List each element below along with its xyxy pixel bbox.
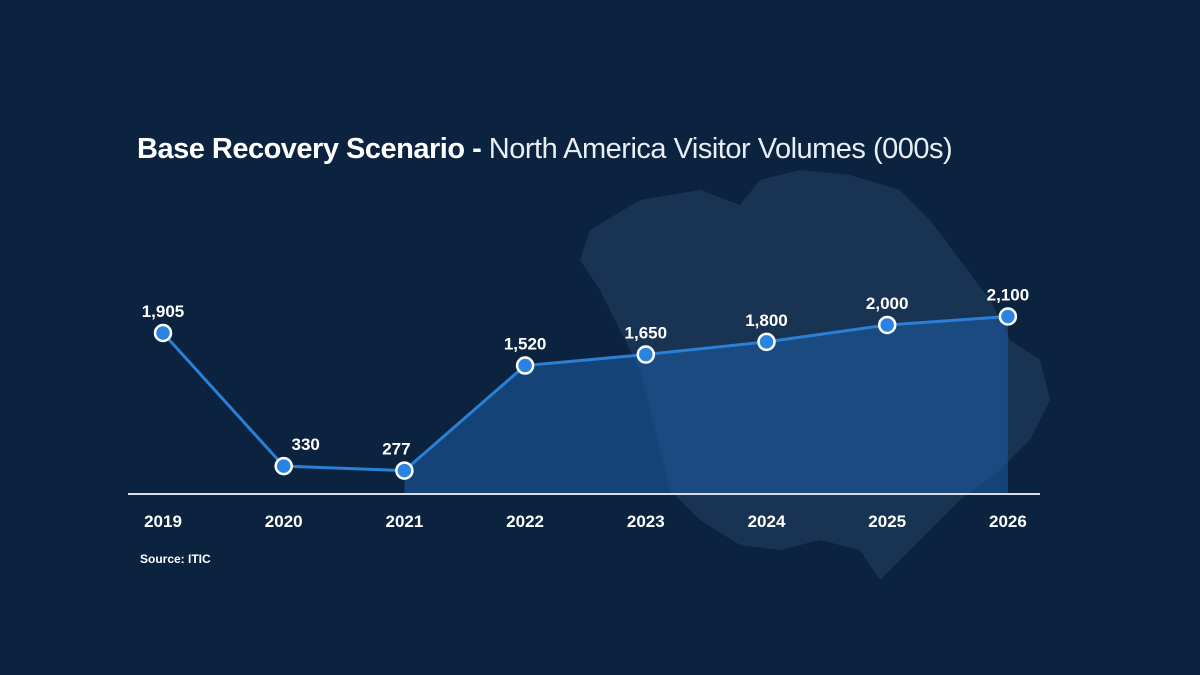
value-label: 330	[292, 435, 320, 454]
value-label: 2,100	[987, 286, 1030, 305]
x-tick-label: 2020	[265, 512, 303, 531]
data-point[interactable]	[998, 307, 1018, 326]
data-point[interactable]	[636, 345, 656, 364]
x-tick-label: 2023	[627, 512, 665, 531]
value-label: 277	[382, 440, 410, 459]
data-point[interactable]	[395, 461, 414, 480]
chart-title: Base Recovery Scenario - North America V…	[137, 133, 953, 166]
x-tick-label: 2022	[506, 512, 544, 531]
value-label: 1,650	[625, 324, 668, 343]
chart-area: 1,905 2019 330 2020 277 2021 1,520 2022 1,650 202…	[128, 286, 1040, 531]
x-tick-label: 2019	[144, 512, 182, 531]
chart-title-bold: Base Recovery Scenario -	[137, 133, 482, 165]
data-point[interactable]	[153, 323, 173, 343]
series-line	[161, 315, 1009, 473]
x-tick-label: 2026	[989, 512, 1027, 531]
x-tick-label: 2024	[748, 512, 786, 531]
value-label: 2,000	[866, 294, 909, 313]
value-label: 1,520	[504, 335, 547, 354]
source-note: Source: ITIC	[140, 552, 211, 566]
data-point[interactable]	[274, 456, 293, 476]
value-label: 1,905	[142, 302, 185, 321]
data-point[interactable]	[877, 315, 897, 335]
area-fill	[404, 316, 1008, 494]
x-tick-label: 2021	[385, 512, 423, 531]
value-label: 1,800	[745, 311, 788, 330]
data-point[interactable]	[757, 332, 776, 352]
chart-title-light: North America Visitor Volumes (000s)	[481, 133, 953, 165]
data-point[interactable]	[515, 356, 535, 375]
x-tick-label: 2025	[868, 512, 906, 531]
